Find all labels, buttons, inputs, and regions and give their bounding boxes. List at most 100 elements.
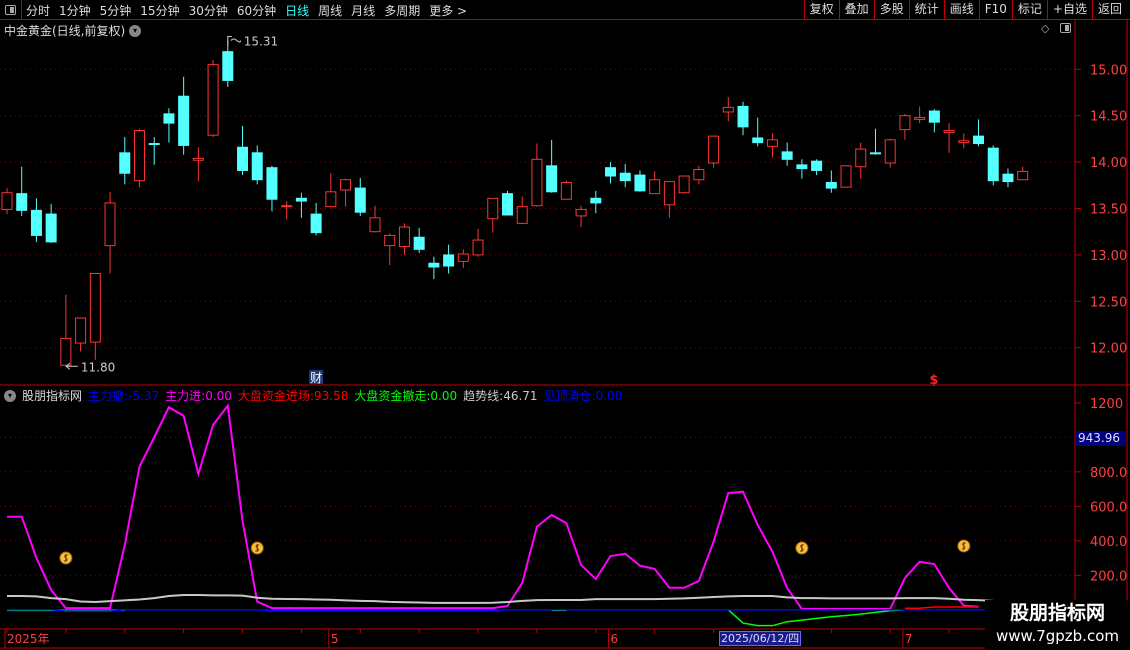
candle-body bbox=[781, 151, 793, 160]
period-tab[interactable]: 5分钟 bbox=[99, 4, 132, 18]
legend-sep: : bbox=[426, 389, 431, 403]
candle-body bbox=[487, 197, 499, 220]
period-tab[interactable]: 分时 bbox=[26, 4, 51, 18]
period-tab[interactable]: 周线 bbox=[318, 4, 343, 18]
candle-body bbox=[457, 253, 469, 262]
indicator-legend: ▾ 股朋指标网 主力撤:-5.37 主力进:0.00 大盘资金进场:93.58 大盘资… bbox=[4, 387, 622, 404]
indicator-tick-label: 800.0 bbox=[1090, 466, 1127, 481]
candle-body bbox=[295, 197, 307, 202]
high-arrow-icon bbox=[227, 36, 242, 46]
legend-sep: : bbox=[124, 389, 129, 403]
candle-body bbox=[1, 192, 13, 210]
legend-label: 大盘资金进场 bbox=[237, 389, 310, 403]
low-arrow-icon bbox=[65, 362, 78, 370]
diamond-icon[interactable]: ◇ bbox=[1041, 22, 1050, 35]
toolbar-button[interactable]: +自选 bbox=[1046, 0, 1092, 20]
period-tab[interactable]: 15分钟 bbox=[140, 4, 180, 18]
period-toolbar: 分时 1分钟 5分钟 15分钟 30分钟 60分钟 日线 周线 月线 多周期 更多 > 复权 叠加 多股… bbox=[0, 0, 1130, 20]
candle-body bbox=[840, 165, 852, 188]
candle-body bbox=[560, 182, 572, 200]
chart-title: 中金黄金(日线,前复权) bbox=[4, 24, 126, 38]
legend-sep: : bbox=[591, 389, 596, 403]
candle-body bbox=[163, 113, 175, 124]
low-price-label: 11.80 bbox=[81, 360, 115, 374]
legend-sep: : bbox=[499, 389, 504, 403]
candle-body bbox=[914, 117, 926, 120]
toolbar-button[interactable]: 复权 bbox=[803, 0, 839, 20]
candle-body bbox=[222, 51, 234, 81]
candle-body bbox=[369, 217, 381, 233]
candle-body bbox=[752, 137, 764, 144]
dollar-sign-icon bbox=[961, 541, 966, 550]
candle-body bbox=[428, 262, 440, 268]
toolbar-button[interactable]: 叠加 bbox=[838, 0, 874, 20]
legend-label: 大盘资金撤走 bbox=[354, 389, 427, 403]
chevron-down-icon[interactable]: ▾ bbox=[129, 24, 142, 37]
candle-body bbox=[148, 143, 160, 146]
indicator-name[interactable]: 股朋指标网 bbox=[22, 389, 83, 403]
candle-body bbox=[825, 182, 837, 189]
legend-label: 主力撤 bbox=[88, 389, 125, 403]
legend-value: -5.37 bbox=[128, 389, 160, 403]
toolbar-button[interactable]: 标记 bbox=[1011, 0, 1047, 20]
sidebar-toggle-button[interactable] bbox=[0, 0, 22, 20]
indicator-tick-label: 600.0 bbox=[1090, 500, 1127, 515]
candle-body bbox=[678, 175, 690, 194]
period-tab[interactable]: 1分钟 bbox=[59, 4, 91, 18]
legend-item: 见顶清仓:0.00 bbox=[544, 387, 623, 404]
period-tab[interactable]: 更多 > bbox=[429, 4, 468, 18]
toolbar-button[interactable]: 统计 bbox=[908, 0, 944, 20]
period-tab[interactable]: 日线 bbox=[285, 4, 310, 18]
finance-badge: 财 bbox=[310, 371, 322, 385]
period-tab[interactable]: 月线 bbox=[351, 4, 376, 18]
chart-title-row: 中金黄金(日线,前复权) ▾ bbox=[4, 22, 142, 39]
candle-body bbox=[384, 234, 396, 247]
candle-body bbox=[310, 213, 322, 234]
candle-body bbox=[133, 130, 145, 182]
candle-body bbox=[693, 169, 705, 181]
indicator-tick-label: 1200 bbox=[1090, 397, 1123, 412]
candle-body bbox=[192, 157, 204, 161]
candle-body bbox=[605, 167, 617, 177]
candle-body bbox=[104, 202, 116, 247]
indicator-line-c8c8c8 bbox=[7, 593, 994, 604]
price-tick-label: 15.00 bbox=[1090, 63, 1127, 78]
candle-body bbox=[663, 181, 675, 206]
right-panel-toggle[interactable] bbox=[1060, 23, 1071, 33]
selected-date-label: 2025/06/12/四 bbox=[719, 631, 802, 646]
candle-body bbox=[472, 239, 484, 256]
chevron-down-icon[interactable]: ▾ bbox=[4, 389, 16, 402]
candle-body bbox=[516, 206, 528, 224]
period-tab[interactable]: 多周期 bbox=[384, 4, 421, 18]
candle-body bbox=[855, 148, 867, 168]
candle-body bbox=[89, 272, 101, 343]
candle-body bbox=[207, 64, 219, 136]
candle-body bbox=[1017, 170, 1029, 181]
period-tab[interactable]: 30分钟 bbox=[188, 4, 228, 18]
toolbar-button[interactable]: F10 bbox=[978, 0, 1012, 20]
finance-badge-bg bbox=[309, 370, 324, 384]
candle-body bbox=[75, 317, 87, 344]
candle-body bbox=[619, 172, 631, 182]
period-tab[interactable]: 60分钟 bbox=[236, 4, 277, 18]
price-tick-label: 12.50 bbox=[1090, 295, 1127, 310]
candle-body bbox=[119, 152, 131, 174]
legend-item: 主力撤:-5.37 bbox=[88, 387, 159, 404]
period-tabs: 分时 1分钟 5分钟 15分钟 30分钟 60分钟 日线 周线 月线 多周期 更多 > bbox=[26, 2, 467, 19]
indicator-line-00ff00 bbox=[727, 609, 905, 627]
price-tick-label: 14.50 bbox=[1090, 110, 1127, 125]
candle-body bbox=[325, 191, 337, 208]
toolbar-button[interactable]: 返回 bbox=[1091, 0, 1127, 20]
date-label: 7 bbox=[905, 632, 913, 646]
candle-body bbox=[45, 213, 57, 243]
panel-toggle-icon bbox=[5, 5, 16, 15]
date-label: 6 bbox=[611, 632, 619, 646]
toolbar-button[interactable]: 多股 bbox=[873, 0, 909, 20]
candle-body bbox=[398, 226, 410, 248]
candle-body bbox=[531, 158, 543, 207]
legend-value: 46.71 bbox=[503, 389, 538, 403]
candle-body bbox=[1002, 173, 1014, 183]
candle-body bbox=[899, 115, 911, 131]
toolbar-button[interactable]: 画线 bbox=[943, 0, 979, 20]
